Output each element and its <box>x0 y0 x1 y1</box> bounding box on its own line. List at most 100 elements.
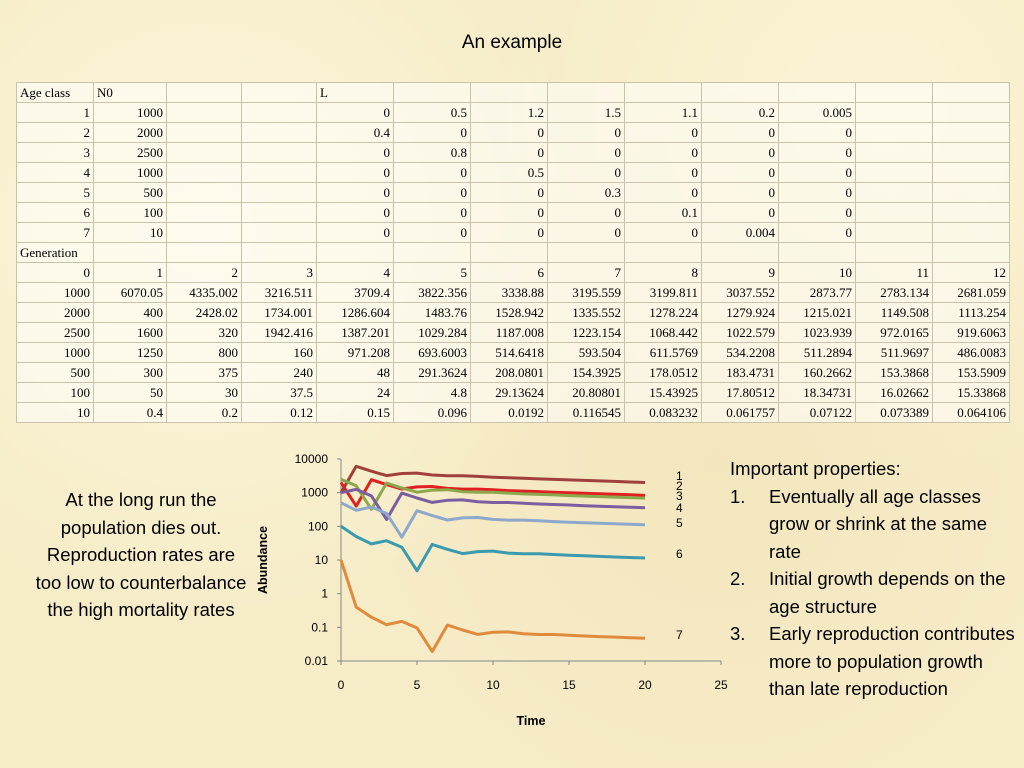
table-cell: 0 <box>778 222 856 243</box>
table-cell: 3 <box>16 142 94 163</box>
table-cell: 178.0512 <box>624 362 702 383</box>
x-tick-label: 5 <box>414 678 421 692</box>
table-cell: 24 <box>316 382 394 403</box>
table-cell <box>932 142 1010 163</box>
table-cell <box>393 82 471 103</box>
table-cell <box>166 202 242 223</box>
table-cell: 1187.008 <box>470 322 548 343</box>
table-cell: 4 <box>316 262 394 283</box>
table-cell: 0 <box>470 222 548 243</box>
table-cell <box>932 102 1010 123</box>
table-cell <box>778 242 856 263</box>
table-cell: 0 <box>778 182 856 203</box>
table-cell: 1000 <box>93 162 167 183</box>
table-cell <box>166 142 242 163</box>
table-cell <box>855 202 933 223</box>
table-cell <box>166 182 242 203</box>
table-cell: 0.4 <box>93 402 167 423</box>
table-cell: 5 <box>393 262 471 283</box>
legend-label: 4 <box>676 501 683 515</box>
table-cell: 160 <box>241 342 317 363</box>
table-cell: 1.1 <box>624 102 702 123</box>
table-cell: 0 <box>624 122 702 143</box>
table-cell <box>470 242 548 263</box>
table-cell <box>932 202 1010 223</box>
table-cell <box>932 242 1010 263</box>
age-class-row: 4 1000 0 0 0.5 0 0 0 0 <box>16 162 1010 183</box>
legend-label: 7 <box>676 628 683 642</box>
y-tick-label: 10 <box>315 553 329 567</box>
table-cell <box>701 242 779 263</box>
table-cell <box>855 82 933 103</box>
table-cell: 0 <box>470 142 548 163</box>
y-tick-label: 0.1 <box>311 620 328 634</box>
generation-row: 2500 1600 320 1942.416 1387.201 1029.284 1187.… <box>16 322 1010 343</box>
table-cell: 3822.356 <box>393 282 471 303</box>
table-cell: 2000 <box>93 122 167 143</box>
x-tick-label: 0 <box>338 678 345 692</box>
table-cell: 972.0165 <box>855 322 933 343</box>
table-cell: 0 <box>624 222 702 243</box>
table-cell: 1734.001 <box>241 302 317 323</box>
series-line-7 <box>339 559 646 653</box>
table-cell: 1387.201 <box>316 322 394 343</box>
table-cell: 2783.134 <box>855 282 933 303</box>
table-cell <box>393 242 471 263</box>
table-cell: 48 <box>316 362 394 383</box>
table-cell: 1278.224 <box>624 302 702 323</box>
table-cell: 0 <box>470 122 548 143</box>
table-cell: 0.5 <box>470 162 548 183</box>
table-cell <box>166 162 242 183</box>
table-cell: 693.6003 <box>393 342 471 363</box>
table-cell: 153.3868 <box>855 362 933 383</box>
table-cell: 18.34731 <box>778 382 856 403</box>
table-cell <box>855 122 933 143</box>
table-cell: 1942.416 <box>241 322 317 343</box>
table-cell: 375 <box>166 362 242 383</box>
table-cell <box>316 242 394 263</box>
table-cell: 511.2894 <box>778 342 856 363</box>
table-cell <box>166 222 242 243</box>
slide-title: An example <box>461 32 563 53</box>
conclusion-text: At the long run the population dies out.… <box>35 489 247 620</box>
table-cell: 0 <box>701 142 779 163</box>
table-cell: 500 <box>16 362 94 383</box>
table-cell <box>855 142 933 163</box>
table-cell <box>241 222 317 243</box>
table-cell: 0 <box>470 182 548 203</box>
table-cell: 0 <box>547 142 625 163</box>
table-cell <box>932 222 1010 243</box>
table-cell: 4.8 <box>393 382 471 403</box>
table-cell <box>166 102 242 123</box>
generation-number-row: 0 1 2 3 4 5 6 7 8 9 10 11 12 <box>16 262 1010 283</box>
y-axis-label: Abundance <box>256 526 270 594</box>
properties-heading: Important properties: <box>730 458 901 479</box>
table-cell: 1000 <box>16 282 94 303</box>
series-line-6 <box>340 525 646 573</box>
table-cell <box>166 82 242 103</box>
table-cell <box>547 242 625 263</box>
table-cell: 0 <box>393 202 471 223</box>
table-cell <box>241 82 317 103</box>
table-cell: 1029.284 <box>393 322 471 343</box>
table-cell: 29.13624 <box>470 382 548 403</box>
header-row: Age class N0 L <box>16 82 1010 103</box>
table-cell: 0 <box>547 222 625 243</box>
table-cell: 1.2 <box>470 102 548 123</box>
table-cell: 1223.154 <box>547 322 625 343</box>
table-cell: 1335.552 <box>547 302 625 323</box>
table-cell: 153.5909 <box>932 362 1010 383</box>
table-cell <box>932 182 1010 203</box>
table-cell: 300 <box>93 362 167 383</box>
table-cell: 0 <box>393 222 471 243</box>
table-cell <box>701 82 779 103</box>
table-cell: 100 <box>93 202 167 223</box>
table-cell: 3 <box>241 262 317 283</box>
table-cell: 0.1 <box>624 202 702 223</box>
table-cell: 1215.021 <box>778 302 856 323</box>
age-class-row: 3 2500 0 0.8 0 0 0 0 0 <box>16 142 1010 163</box>
table-cell: 1600 <box>93 322 167 343</box>
table-cell: 0 <box>624 162 702 183</box>
y-tick-label: 1 <box>321 587 328 601</box>
table-cell: 0 <box>16 262 94 283</box>
